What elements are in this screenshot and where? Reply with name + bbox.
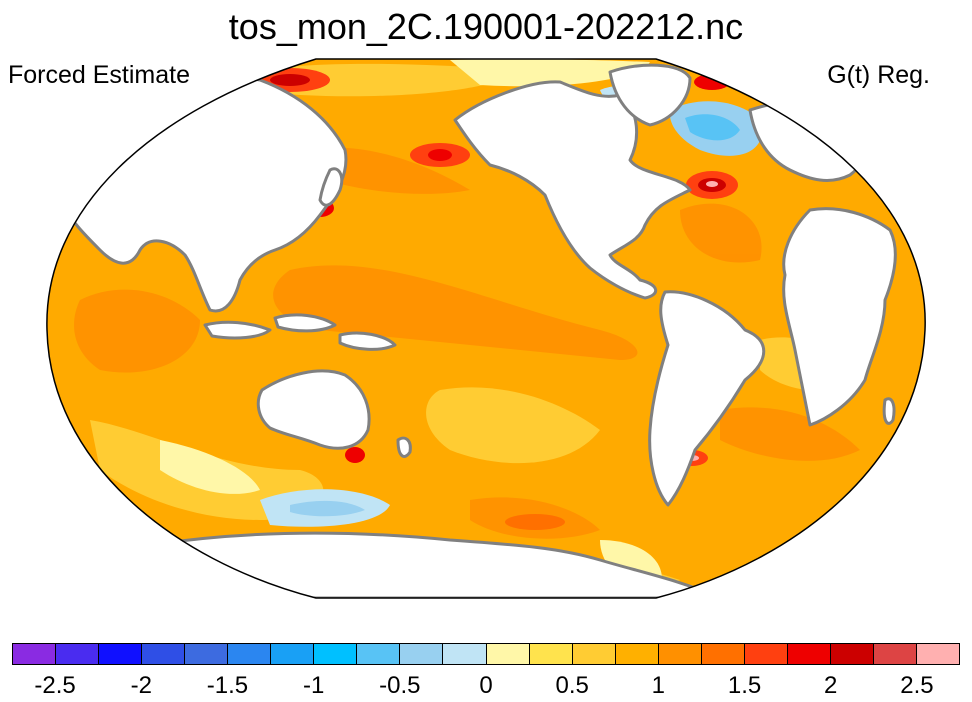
- colorbar-swatch: [787, 644, 831, 664]
- trend-anomaly-warm: [74, 147, 860, 539]
- landmass-sumatra: [203, 320, 272, 340]
- colorbar-tick-label: 1.5: [727, 672, 762, 699]
- colorbar: [12, 643, 960, 665]
- colorbar-swatch: [529, 644, 573, 664]
- colorbar-swatch: [142, 644, 186, 664]
- landmass-borneo: [273, 313, 337, 333]
- colorbar-swatch: [916, 644, 960, 664]
- right-label: G(t) Reg.: [827, 61, 930, 89]
- colorbar-swatch: [185, 644, 229, 664]
- colorbar-swatch: [228, 644, 272, 664]
- colorbar-tick-label: -1.5: [206, 672, 249, 699]
- landmass-africa: [782, 207, 897, 427]
- landmass-madagascar: [882, 397, 896, 425]
- colorbar-tick-label: 1: [651, 672, 666, 699]
- landmass-greenland: [608, 63, 692, 127]
- colorbar-swatch: [615, 644, 659, 664]
- colorbar-swatch: [443, 644, 487, 664]
- landmass-new-zealand: [396, 436, 412, 458]
- colorbar-swatch: [99, 644, 143, 664]
- colorbar-swatch: [400, 644, 444, 664]
- map-border: [46, 58, 926, 599]
- colorbar-swatch: [271, 644, 315, 664]
- colorbar-swatch: [701, 644, 745, 664]
- plot-title: tos_mon_2C.190001-202212.nc: [228, 6, 744, 47]
- colorbar-swatch: [357, 644, 401, 664]
- colorbar-tick-label: -1: [302, 672, 325, 699]
- landmass-south-america: [648, 290, 766, 507]
- landmass-australia: [256, 369, 371, 450]
- colorbar-swatch: [873, 644, 917, 664]
- colorbar-swatch: [744, 644, 788, 664]
- landmass-japan: [318, 167, 344, 207]
- colorbar-tick-label: 0.5: [555, 672, 589, 699]
- colorbar-swatch: [572, 644, 616, 664]
- world-map: [46, 58, 926, 599]
- colorbar-swatch: [830, 644, 874, 664]
- colorbar-swatch: [56, 644, 100, 664]
- colorbar-swatch: [486, 644, 530, 664]
- left-label: Forced Estimate: [8, 61, 191, 89]
- colorbar-swatch: [314, 644, 358, 664]
- colorbar-swatch: [13, 644, 57, 664]
- colorbar-tick-label: -2: [130, 672, 152, 699]
- landmass-new-guinea: [338, 331, 397, 351]
- colorbar-tick-label: 0: [479, 672, 493, 699]
- colorbar-tick-label: -2.5: [34, 672, 76, 699]
- colorbar-tick-label: 2: [824, 672, 838, 699]
- landmass-north-america: [453, 80, 692, 300]
- trend-anomaly-faint: [160, 59, 662, 590]
- colorbar-swatch: [658, 644, 702, 664]
- colorbar-tick-label: 2.5: [900, 672, 934, 699]
- colorbar-tick-label: -0.5: [379, 672, 421, 699]
